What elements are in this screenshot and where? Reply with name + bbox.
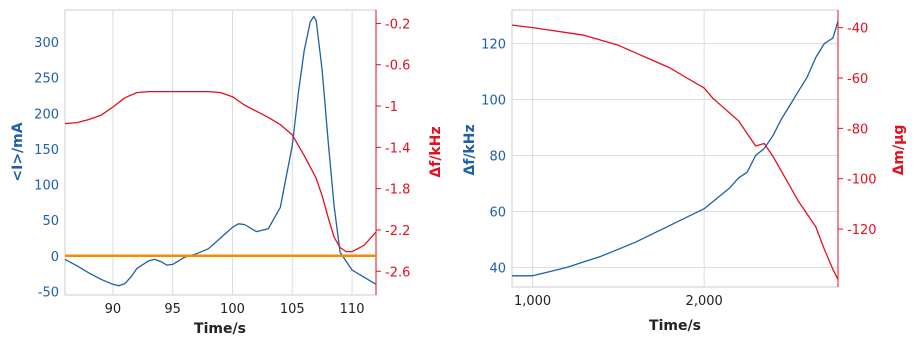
right-y-left-axis-title: Δf/kHz <box>462 124 478 175</box>
y-left-tick-label: 120 <box>481 38 506 53</box>
y-left-tick-label: -50 <box>38 285 59 300</box>
right-y-right-tick-labels: -40 -60 -80 -100 -120 <box>838 22 877 238</box>
y-left-tick-label: 100 <box>34 179 59 194</box>
y-left-tick-label: 80 <box>489 149 506 164</box>
right-x-tick-labels: 1,000 2,000 <box>514 294 723 309</box>
left-x-tick-labels: 90 95 100 105 110 <box>105 302 365 317</box>
left-y-left-tick-labels: -50 0 50 100 150 200 250 300 <box>34 36 59 300</box>
y-left-tick-label: 100 <box>481 94 506 109</box>
x-tick-label: 2,000 <box>686 294 723 309</box>
series-line-1 <box>511 24 839 280</box>
y-left-tick-label: 150 <box>34 143 59 158</box>
left-y-right-tick-labels: -0.2 -0.6 -1 -1.4 -1.8 -2.2 -2.6 <box>376 17 410 280</box>
y-right-tick-label: -60 <box>847 72 868 87</box>
left-series-group <box>64 15 377 287</box>
x-tick-label: 100 <box>220 302 245 317</box>
right-x-axis-title: Time/s <box>649 318 701 334</box>
y-right-tick-label: -0.6 <box>385 59 410 74</box>
y-right-tick-label: -80 <box>847 122 868 137</box>
x-tick-label: 95 <box>164 302 181 317</box>
x-tick-label: 105 <box>280 302 305 317</box>
left-chart: 90 95 100 105 110 -50 0 50 100 150 200 250 300 -0.2… <box>10 9 444 337</box>
x-tick-label: 1,000 <box>514 294 551 309</box>
series-line-0 <box>64 15 377 287</box>
left-plot-area <box>64 9 377 296</box>
right-chart: 1,000 2,000 40 60 80 100 120 -40 -60 -80 -100 -12… <box>462 9 907 334</box>
y-left-tick-label: 50 <box>42 214 59 229</box>
x-tick-label: 90 <box>105 302 122 317</box>
y-right-tick-label: -1.4 <box>385 141 410 156</box>
left-y-left-axis-title: <I>/mA <box>10 122 26 181</box>
y-left-tick-label: 60 <box>489 205 506 220</box>
right-plot-area <box>511 9 839 288</box>
x-tick-label: 110 <box>340 302 365 317</box>
y-left-tick-label: 250 <box>34 72 59 87</box>
y-left-tick-label: 0 <box>51 250 59 265</box>
series-line-1 <box>64 90 377 253</box>
y-right-tick-label: -2.2 <box>385 224 410 239</box>
y-left-tick-label: 200 <box>34 107 59 122</box>
right-y-right-axis-title: Δm/µg <box>891 125 907 176</box>
y-right-tick-label: -120 <box>847 223 877 238</box>
right-series-group <box>511 21 839 280</box>
y-right-tick-label: -2.6 <box>385 265 410 280</box>
y-right-tick-label: -100 <box>847 173 877 188</box>
right-y-left-tick-labels: 40 60 80 100 120 <box>481 38 506 277</box>
y-right-tick-label: -1 <box>385 100 398 115</box>
left-gridlines <box>112 10 353 295</box>
y-left-tick-label: 300 <box>34 36 59 51</box>
y-right-tick-label: -1.8 <box>385 183 410 198</box>
y-right-tick-label: -0.2 <box>385 17 410 32</box>
left-x-axis-title: Time/s <box>194 321 246 337</box>
left-y-right-axis-title: Δf/kHz <box>428 126 444 177</box>
right-gridlines <box>512 10 838 287</box>
y-left-tick-label: 40 <box>489 261 506 276</box>
series-line-0 <box>512 21 839 277</box>
y-right-tick-label: -40 <box>847 22 868 37</box>
